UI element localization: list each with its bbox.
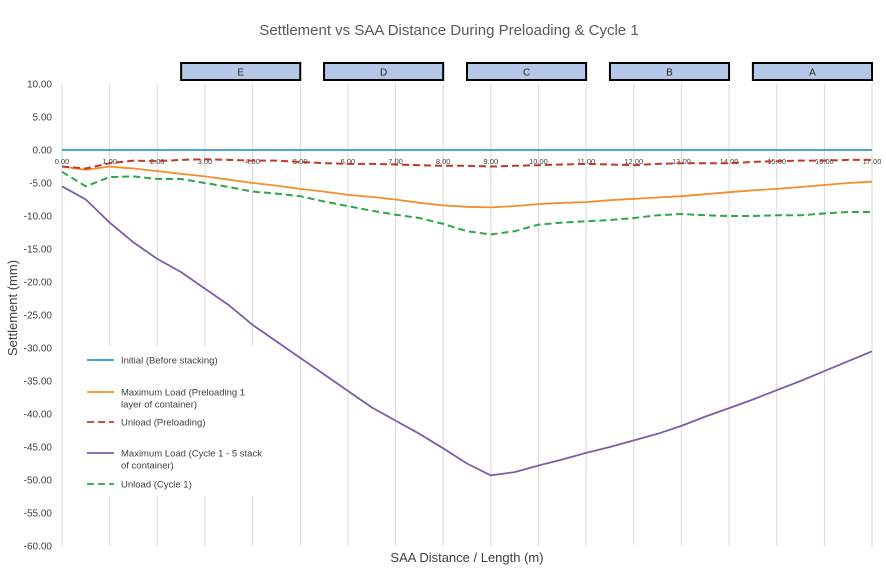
x-tick-label: 0.00	[55, 157, 70, 166]
legend-label: Maximum Load (Preloading 1 layer of conta…	[121, 388, 245, 411]
y-tick-label: -50.00	[24, 476, 53, 487]
legend: Initial (Before stacking) Maximum Load (P…	[80, 346, 270, 496]
x-tick-label: 17.00	[863, 157, 882, 166]
y-tick-label: -45.00	[24, 443, 53, 454]
zone-a-label: A	[809, 68, 816, 79]
zone-e-label: E	[237, 68, 244, 79]
series-lines	[61, 149, 873, 477]
y-tick-label: -20.00	[24, 278, 53, 289]
x-tick-label: 3.00	[198, 157, 213, 166]
zone-b-box	[608, 62, 731, 81]
y-tick-label: -10.00	[24, 212, 53, 223]
x-tick-label: 14.00	[720, 157, 739, 166]
x-tick-label: 13.00	[672, 157, 691, 166]
series-line-2	[61, 165, 873, 209]
y-tick-label: -15.00	[24, 245, 53, 256]
x-tick-label: 5.00	[293, 157, 308, 166]
legend-label: Initial (Before stacking)	[121, 356, 218, 367]
zone-a-box	[751, 62, 873, 81]
series-line-5	[61, 170, 872, 236]
y-tick-label: -5.00	[29, 179, 52, 190]
y-tick-label: 10.00	[27, 80, 52, 91]
x-axis-title: SAA Distance / Length (m)	[390, 550, 543, 565]
x-tick-label: 7.00	[388, 157, 403, 166]
y-axis-title: Settlement (mm)	[5, 260, 20, 356]
y-tick-label: -30.00	[24, 344, 53, 355]
legend-label: Maximum Load (Cycle 1 - 5 stack of contai…	[121, 449, 262, 472]
y-tick-label: -25.00	[24, 311, 53, 322]
x-tick-label: 2.00	[150, 157, 165, 166]
zone-d-label: D	[380, 68, 387, 79]
zone-d-box	[323, 62, 445, 81]
zone-b-label: B	[666, 68, 673, 79]
y-tick-label: -60.00	[24, 542, 53, 553]
x-tick-label: 6.00	[341, 157, 356, 166]
legend-label: Unload (Cycle 1)	[121, 480, 192, 491]
x-tick-label: 11.00	[577, 157, 595, 166]
legend-label: Unload (Preloading)	[121, 418, 206, 429]
x-tick-label: 12.00	[624, 157, 643, 166]
y-axis-ticks: 10.00 5.00 0.00 -5.00 -10.00 -15.00 -20.00 -25.…	[24, 80, 53, 553]
y-tick-label: -35.00	[24, 377, 53, 388]
grid-lines	[61, 84, 873, 546]
x-tick-label: 8.00	[436, 157, 451, 166]
zone-e-box	[180, 62, 302, 81]
y-tick-label: 5.00	[33, 113, 53, 124]
zone-c-box	[466, 62, 588, 81]
y-tick-label: -40.00	[24, 410, 53, 421]
x-tick-label: 1.00	[102, 157, 117, 166]
series-line-4	[61, 185, 873, 477]
series-line-3	[61, 158, 872, 170]
x-tick-label: 10.00	[529, 157, 548, 166]
zone-c-label: C	[523, 68, 530, 79]
y-tick-label: 0.00	[33, 146, 53, 157]
y-tick-label: -55.00	[24, 509, 53, 520]
legend-background	[80, 346, 270, 496]
x-axis-ticks: 0.00 1.00 2.00 3.00 4.00 5.00 6.00 7.00 8.00 9.00…	[55, 157, 882, 166]
x-tick-label: 9.00	[484, 157, 499, 166]
chart-title: Settlement vs SAA Distance During Preloa…	[259, 22, 638, 39]
